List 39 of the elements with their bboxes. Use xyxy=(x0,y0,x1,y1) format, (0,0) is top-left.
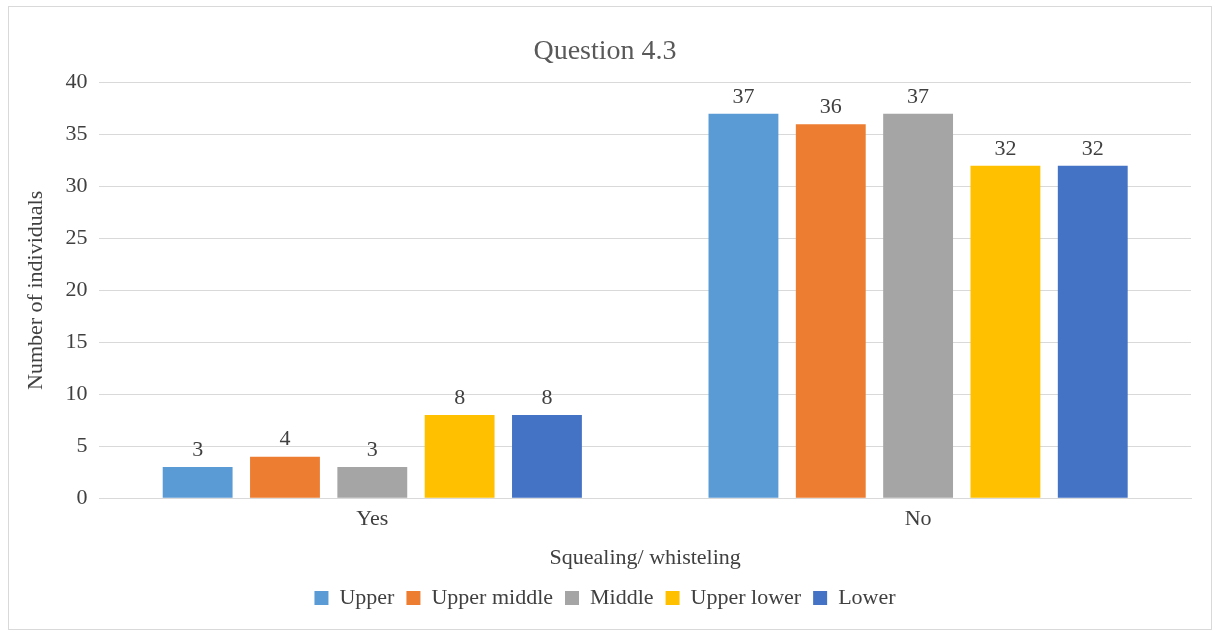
y-tick-label: 30 xyxy=(65,172,88,198)
y-tick-label: 10 xyxy=(65,380,88,406)
legend-label: Upper middle xyxy=(431,583,554,609)
data-label: 8 xyxy=(454,383,466,409)
y-tick-label: 40 xyxy=(65,68,88,94)
y-tick-label: 25 xyxy=(65,224,88,250)
y-tick-label: 5 xyxy=(76,432,88,458)
bar xyxy=(512,415,582,498)
chart-title: Question 4.3 xyxy=(533,34,677,66)
y-tick-label: 0 xyxy=(76,483,88,509)
bar xyxy=(337,467,408,498)
data-label: 4 xyxy=(279,425,291,451)
y-tick-label: 15 xyxy=(65,328,88,354)
legend-label: Middle xyxy=(590,583,654,609)
data-label: 8 xyxy=(541,383,553,409)
y-tick-label: 20 xyxy=(65,276,88,302)
bar xyxy=(883,113,954,498)
data-label: 3 xyxy=(366,435,378,461)
bar xyxy=(250,456,320,498)
bar xyxy=(162,467,233,498)
legend-label: Upper xyxy=(339,583,396,609)
legend-label: Lower xyxy=(838,583,897,609)
bar xyxy=(708,113,779,498)
x-axis-title: Squealing/ whisteling xyxy=(549,543,741,569)
x-tick-label: No xyxy=(904,505,932,531)
bar xyxy=(795,124,866,498)
data-label: 37 xyxy=(907,82,930,108)
legend-label: Upper lower xyxy=(690,583,802,609)
y-axis-title: Number of individuals xyxy=(21,190,47,390)
bar xyxy=(1057,165,1128,498)
data-label: 3 xyxy=(192,435,204,461)
data-label: 37 xyxy=(732,82,755,108)
y-tick-label: 35 xyxy=(65,120,88,146)
data-label: 36 xyxy=(819,92,842,118)
data-label: 32 xyxy=(1081,134,1104,160)
bar xyxy=(424,415,495,498)
bar xyxy=(970,165,1041,498)
x-tick-label: Yes xyxy=(356,505,389,531)
data-label: 32 xyxy=(994,134,1017,160)
